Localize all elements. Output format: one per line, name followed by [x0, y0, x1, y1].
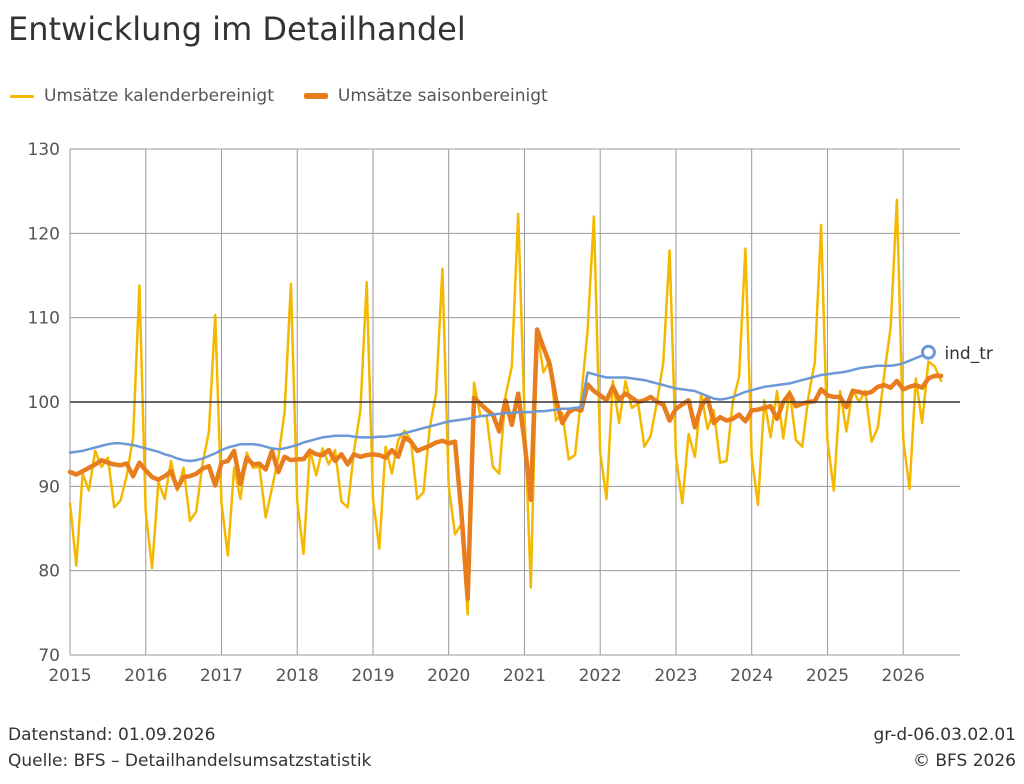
series-line-0 — [68, 198, 943, 616]
footer-right: gr-d-06.03.02.01 © BFS 2026 — [874, 722, 1017, 774]
chart-code: gr-d-06.03.02.01 — [873, 725, 1017, 745]
x-tick-label-2021: 2021 — [503, 666, 546, 686]
data-date: Datenstand: 01.09.2026 — [8, 725, 216, 745]
y-tick-label-70: 70 — [38, 646, 60, 666]
y-tick-label-90: 90 — [38, 477, 60, 497]
legend-item-saisonbereinigt[interactable]: Umsätze saisonbereinigt — [303, 86, 548, 106]
copyright: © BFS 2026 — [912, 751, 1016, 771]
series-line-1 — [67, 327, 944, 601]
y-tick-label-110: 110 — [28, 309, 60, 329]
x-tick-label-2015: 2015 — [48, 666, 91, 686]
legend-item-kalenderbereinigt[interactable]: Umsätze kalenderbereinigt — [10, 86, 274, 106]
series-end-label-2: ind_tr — [944, 344, 992, 364]
footer-left: Datenstand: 01.09.2026 Quelle: BFS – Det… — [8, 722, 371, 774]
legend-swatch-kalenderbereinigt — [10, 94, 34, 98]
y-tick-label-120: 120 — [28, 224, 60, 244]
x-tick-label-2023: 2023 — [654, 666, 697, 686]
y-tick-label-80: 80 — [38, 562, 60, 582]
x-tick-label-2022: 2022 — [579, 666, 622, 686]
y-tick-label-100: 100 — [28, 393, 60, 413]
x-tick-label-2018: 2018 — [276, 666, 319, 686]
x-tick-label-2017: 2017 — [200, 666, 243, 686]
legend-label-kalenderbereinigt: Umsätze kalenderbereinigt — [44, 86, 274, 106]
legend-label-saisonbereinigt: Umsätze saisonbereinigt — [337, 86, 548, 106]
x-tick-label-2020: 2020 — [427, 666, 470, 686]
x-tick-label-2019: 2019 — [351, 666, 394, 686]
series-line-2 — [68, 350, 930, 463]
legend: Umsätze kalenderbereinigt Umsätze saison… — [10, 82, 578, 110]
x-tick-label-2025: 2025 — [806, 666, 849, 686]
series-end-marker-2 — [920, 344, 936, 360]
chart-title: Entwicklung im Detailhandel — [8, 10, 466, 48]
x-tick-label-2024: 2024 — [730, 666, 773, 686]
x-tick-label-2016: 2016 — [124, 666, 167, 686]
legend-swatch-saisonbereinigt — [303, 93, 328, 99]
y-tick-label-130: 130 — [28, 140, 60, 160]
x-tick-label-2026: 2026 — [882, 666, 925, 686]
data-source: Quelle: BFS – Detailhandelsumsatzstatist… — [8, 751, 372, 771]
